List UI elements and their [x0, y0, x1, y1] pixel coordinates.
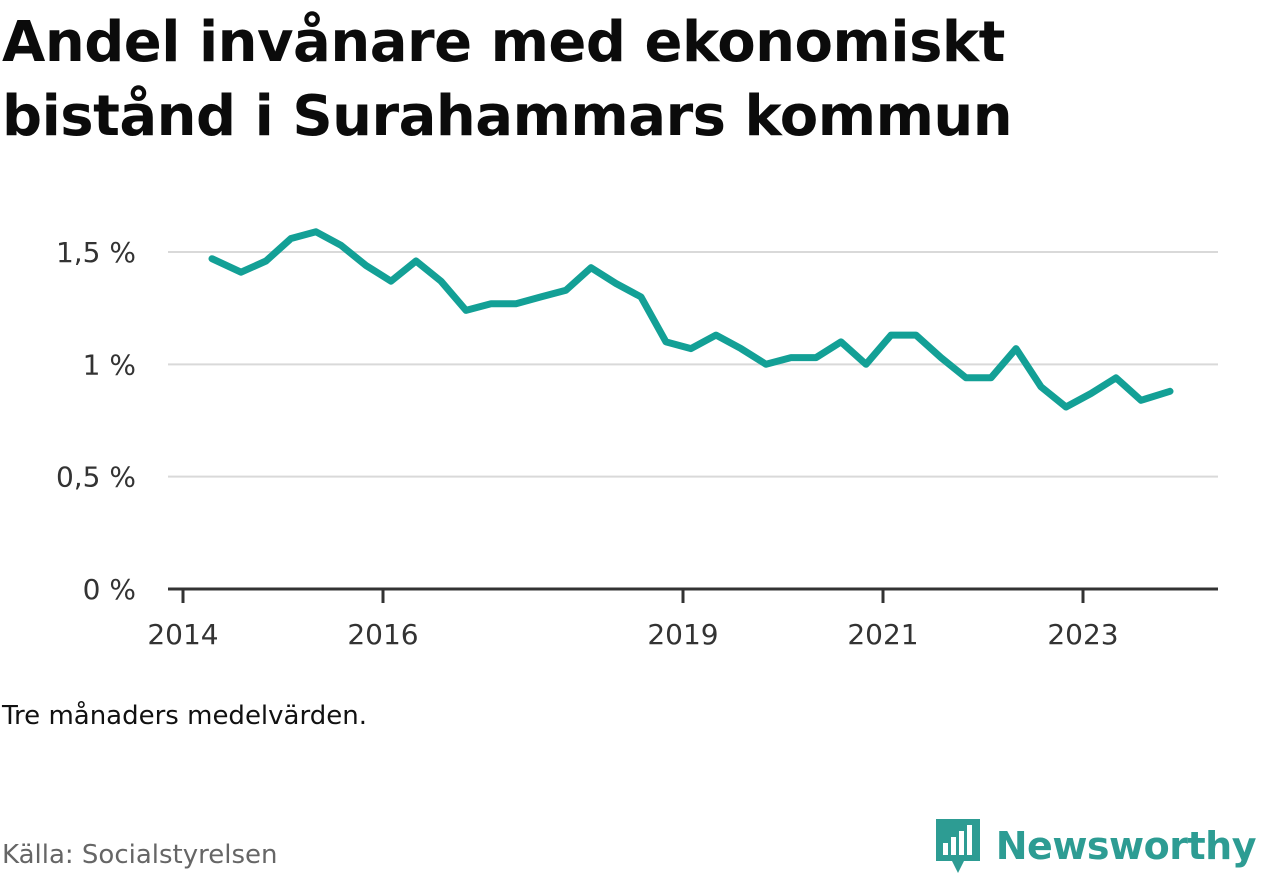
x-tick-label: 2016: [347, 618, 418, 651]
x-tick-label: 2021: [847, 618, 918, 651]
x-tick-label: 2019: [647, 618, 718, 651]
x-tick-label: 2023: [1047, 618, 1118, 651]
line-chart: 0 % 0,5 % 1 % 1,5 % 2014 2016 2019 2021 2023: [56, 228, 1218, 651]
y-tick-label: 1,5 %: [56, 236, 136, 269]
source-label: Källa: Socialstyrelsen: [2, 840, 278, 870]
newsworthy-logo-icon: [935, 819, 980, 873]
chart-title: Andel invånare med ekonomiskt bistånd i …: [2, 10, 1013, 149]
y-axis-labels: 0 % 0,5 % 1 % 1,5 %: [56, 236, 136, 606]
x-tick-label: 2014: [147, 618, 218, 651]
gridlines: [168, 251, 1218, 478]
series-lines: [208, 228, 1174, 411]
brand-name: Newsworthy: [995, 824, 1257, 868]
chart-note: Tre månaders medelvärden.: [2, 701, 367, 731]
x-axis: 2014 2016 2019 2021 2023: [147, 587, 1218, 651]
y-tick-label: 0 %: [83, 573, 136, 606]
series-line: [208, 228, 1174, 411]
brand-logo: Newsworthy: [934, 818, 1257, 874]
y-tick-label: 0,5 %: [56, 461, 136, 494]
y-tick-label: 1 %: [83, 348, 136, 381]
